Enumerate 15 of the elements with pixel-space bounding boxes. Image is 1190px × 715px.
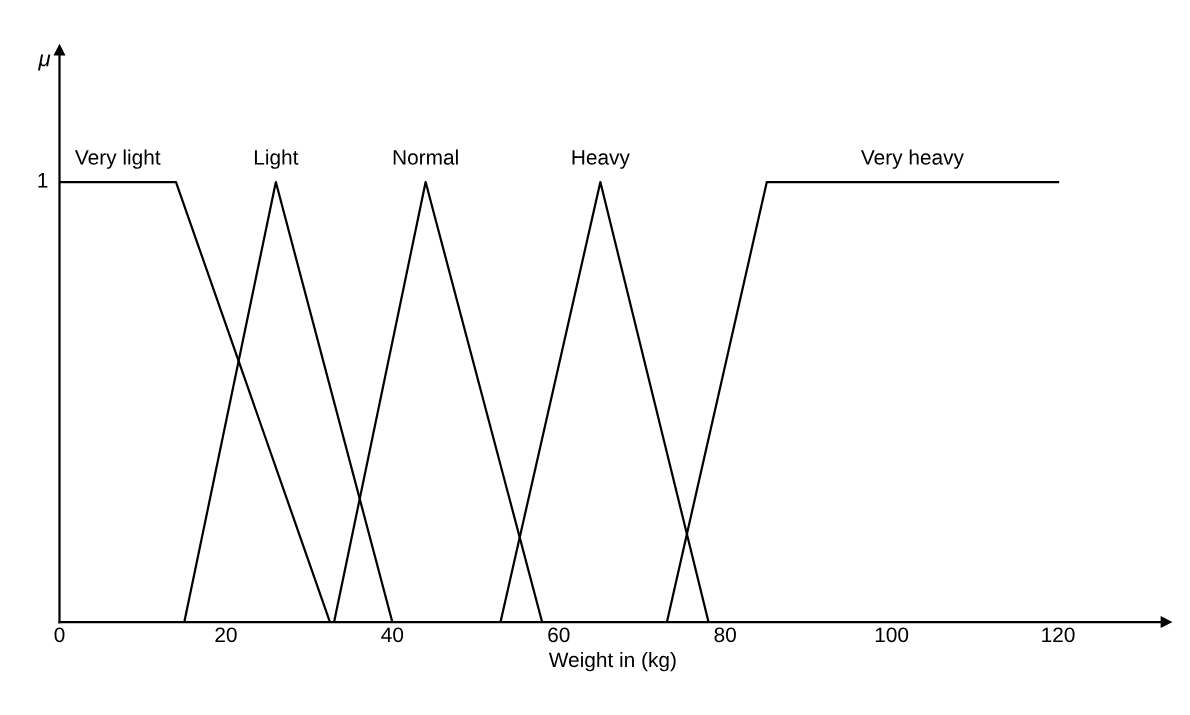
series-label: Light [254, 149, 299, 169]
series-label: Normal [393, 149, 458, 165]
series-label: Very light [74, 149, 161, 169]
x-tick-label: 120 [1042, 627, 1075, 643]
x-tick-label: 20 [215, 627, 237, 643]
text: μ [38, 54, 51, 71]
x-tick-label: 60 [548, 627, 570, 643]
x-axis-title: Weight in (kg) [548, 651, 676, 672]
series-label: Very heavy [860, 149, 964, 169]
x-tick-label: 100 [875, 627, 909, 643]
x-tick-label: 0 [54, 627, 65, 643]
x-tick-label: 40 [381, 627, 404, 643]
series-label: Heavy [572, 150, 630, 169]
x-tick-label: 80 [714, 627, 736, 643]
annotation: 1 [38, 173, 48, 188]
